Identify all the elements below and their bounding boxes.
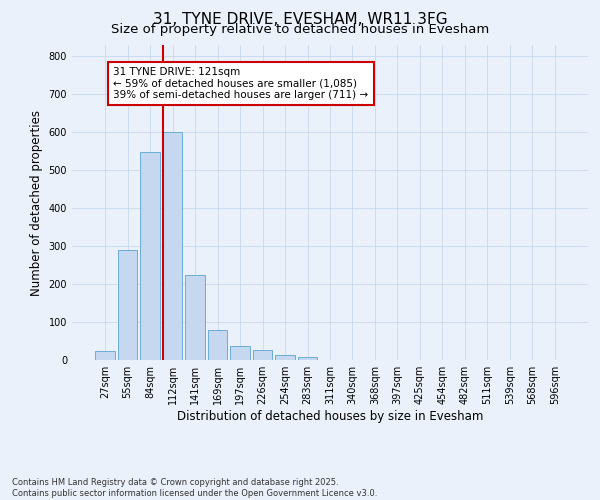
Bar <box>95 350 115 360</box>
Bar <box>185 274 205 360</box>
X-axis label: Distribution of detached houses by size in Evesham: Distribution of detached houses by size … <box>177 410 483 423</box>
Y-axis label: Number of detached properties: Number of detached properties <box>30 110 43 296</box>
Text: 31 TYNE DRIVE: 121sqm
← 59% of detached houses are smaller (1,085)
39% of semi-d: 31 TYNE DRIVE: 121sqm ← 59% of detached … <box>113 67 368 100</box>
Bar <box>118 250 137 360</box>
Bar <box>140 152 160 360</box>
Bar <box>163 132 182 360</box>
Bar <box>208 330 227 360</box>
Text: Size of property relative to detached houses in Evesham: Size of property relative to detached ho… <box>111 22 489 36</box>
Text: 31, TYNE DRIVE, EVESHAM, WR11 3FG: 31, TYNE DRIVE, EVESHAM, WR11 3FG <box>152 12 448 28</box>
Bar <box>230 346 250 360</box>
Text: Contains HM Land Registry data © Crown copyright and database right 2025.
Contai: Contains HM Land Registry data © Crown c… <box>12 478 377 498</box>
Bar <box>298 357 317 360</box>
Bar <box>253 350 272 360</box>
Bar <box>275 356 295 360</box>
